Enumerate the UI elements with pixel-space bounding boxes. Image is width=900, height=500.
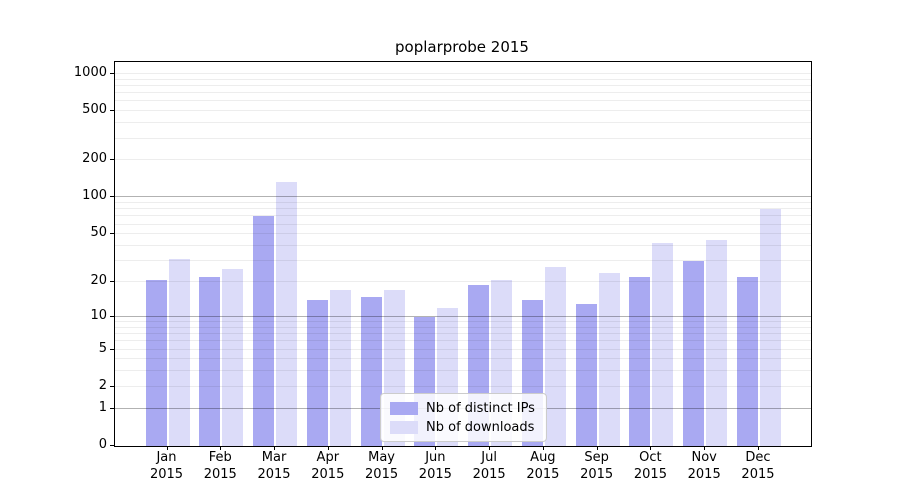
bar-downloads-nov (706, 239, 728, 446)
x-tick-year-label: 2015 (257, 467, 291, 482)
bar-distinct-ips-mar (253, 216, 275, 446)
bar-distinct-ips-feb (199, 277, 221, 446)
chart-title: poplarprobe 2015 (395, 38, 529, 56)
x-tick-year-label: 2015 (472, 467, 506, 482)
x-tick-year-label: 2015 (203, 467, 237, 482)
bar-distinct-ips-may (360, 296, 382, 446)
x-tick-label-feb: Feb (208, 450, 232, 465)
y-tick-label: 5 (98, 340, 107, 356)
bar-distinct-ips-dec (736, 277, 758, 446)
legend-label-distinct-ips: Nb of distinct IPs (426, 400, 535, 416)
bar-downloads-apr (329, 290, 351, 446)
legend-label-downloads: Nb of downloads (426, 419, 535, 435)
bar-distinct-ips-oct (629, 277, 651, 446)
legend: Nb of distinct IPs Nb of downloads (380, 393, 547, 442)
y-tick-label: 2 (98, 377, 107, 393)
bar-distinct-ips-sep (575, 303, 597, 446)
bar-downloads-oct (652, 243, 674, 446)
x-tick-year-label: 2015 (149, 467, 184, 482)
y-tick-label: 50 (90, 225, 107, 241)
legend-swatch-distinct-ips-icon (390, 401, 418, 415)
y-tick-label: 200 (82, 151, 107, 167)
bars-layer (115, 62, 811, 446)
x-tick-label-mar: Mar (261, 450, 287, 465)
bar-downloads-jan (168, 259, 190, 446)
bar-distinct-ips-jan (145, 279, 167, 446)
x-tick-label-jul: Jul (481, 450, 497, 465)
x-tick-label-jun: Jun (425, 450, 446, 465)
x-tick-year-label: 2015 (741, 467, 775, 482)
x-tick-year-label: 2015 (311, 467, 345, 482)
bar-downloads-sep (598, 272, 620, 446)
bar-distinct-ips-nov (683, 261, 705, 446)
x-tick-label-sep: Sep (584, 450, 609, 465)
x-tick-label-nov: Nov (691, 450, 717, 465)
x-tick-label-oct: Oct (639, 450, 662, 465)
x-tick-year-label: 2015 (687, 467, 721, 482)
plot-area: Nb of distinct IPs Nb of downloads (114, 61, 812, 447)
bar-downloads-mar (276, 181, 298, 446)
y-tick-label: 500 (82, 102, 107, 118)
y-tick-label: 10 (90, 307, 107, 323)
legend-swatch-downloads-icon (390, 420, 418, 434)
bar-downloads-feb (222, 268, 244, 446)
y-tick-label: 0 (98, 437, 107, 452)
y-tick-label: 20 (90, 273, 107, 289)
bar-downloads-dec (759, 209, 781, 446)
x-tick-year-label: 2015 (580, 467, 614, 482)
y-tick-label: 100 (82, 188, 107, 204)
legend-row-distinct-ips: Nb of distinct IPs (381, 401, 546, 416)
x-tick-label-dec: Dec (745, 450, 771, 465)
x-tick-year-label: 2015 (365, 467, 399, 482)
x-tick-year-label: 2015 (633, 467, 667, 482)
x-tick-label-apr: Apr (316, 450, 340, 465)
y-tick-label: 1 (98, 399, 107, 415)
x-tick-label-may: May (368, 450, 396, 465)
x-tick-label-jan: Jan (156, 450, 177, 465)
x-tick-year-label: 2015 (526, 467, 560, 482)
bar-downloads-aug (544, 266, 566, 446)
x-tick-year-label: 2015 (418, 467, 452, 482)
legend-row-downloads: Nb of downloads (381, 420, 546, 435)
bar-distinct-ips-apr (306, 300, 328, 446)
y-tick-label: 1000 (73, 64, 107, 80)
x-tick-label-aug: Aug (530, 450, 556, 465)
